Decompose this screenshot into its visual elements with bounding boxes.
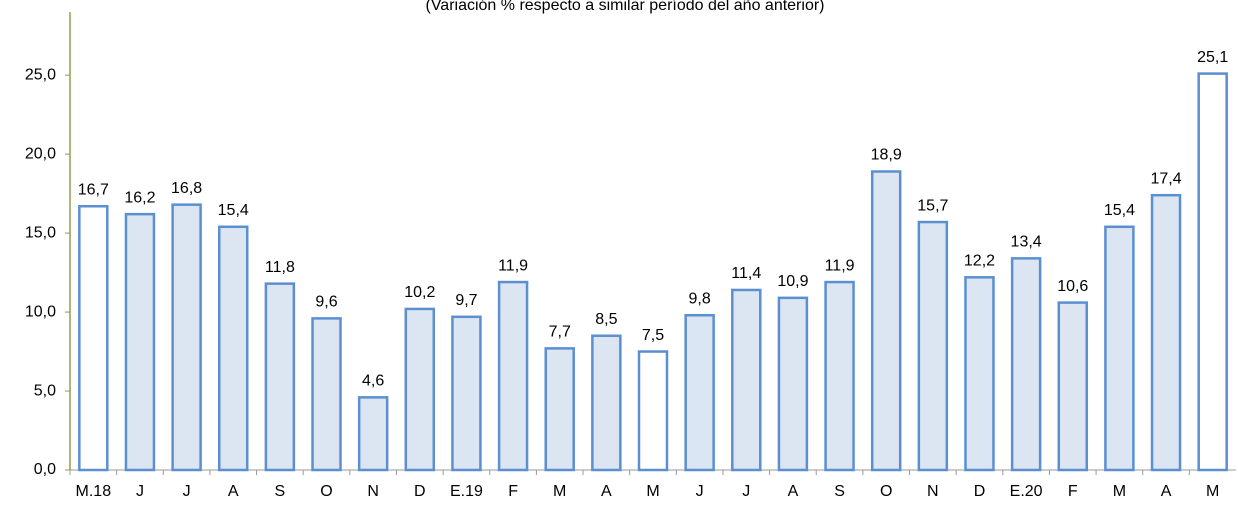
bar: [171, 203, 202, 472]
x-tick-label: D: [414, 483, 426, 500]
value-label: 11,9: [498, 257, 528, 274]
value-label: 10,6: [1057, 278, 1088, 295]
x-tick-label: M: [553, 483, 566, 500]
x-tick-label: F: [508, 483, 518, 500]
x-tick-label: M: [1113, 483, 1126, 500]
value-label: 11,9: [825, 257, 855, 274]
value-label: 25,1: [1197, 49, 1228, 66]
bar: [917, 220, 949, 472]
bar: [684, 313, 715, 472]
x-tick-label: A: [1161, 483, 1172, 500]
value-label: 15,4: [218, 202, 249, 219]
x-tick-label: N: [367, 483, 379, 500]
chart-subtitle: (Variación % respecto a similar período …: [425, 0, 824, 14]
bar: [1057, 301, 1089, 472]
value-label: 11,8: [265, 259, 295, 276]
x-tick-label: M: [646, 483, 659, 500]
bar: [731, 288, 762, 472]
bar: [124, 212, 156, 472]
y-tick-label: 20,0: [25, 145, 56, 162]
bar: [1197, 72, 1228, 472]
x-tick-label: S: [834, 483, 845, 500]
y-tick-label: 5,0: [34, 382, 56, 399]
bar: [497, 280, 529, 472]
x-tick-label: D: [974, 483, 986, 500]
y-tick-label: 25,0: [25, 66, 56, 83]
x-tick-label: J: [742, 483, 750, 500]
value-label: 16,8: [171, 180, 202, 197]
bar: [964, 276, 995, 472]
bar: [264, 282, 296, 472]
bar: [217, 225, 249, 472]
bar: [78, 205, 109, 472]
bar: [1150, 193, 1182, 472]
value-label: 16,2: [124, 189, 155, 206]
value-label: 10,2: [404, 284, 435, 301]
value-label: 9,7: [455, 292, 477, 309]
x-tick-label: A: [788, 483, 799, 500]
x-tick-label: J: [136, 483, 144, 500]
x-tick-label: A: [601, 483, 612, 500]
x-tick-label: E.19: [450, 483, 483, 500]
value-label: 7,7: [549, 324, 571, 341]
value-label: 12,2: [964, 253, 995, 270]
bar: [591, 334, 622, 472]
bar: [870, 170, 902, 472]
value-label: 15,4: [1104, 202, 1135, 219]
y-tick-label: 15,0: [25, 224, 56, 241]
x-tick-label: J: [183, 483, 191, 500]
bar: [357, 396, 389, 472]
x-tick-label: E.20: [1010, 483, 1043, 500]
y-tick-label: 0,0: [34, 461, 56, 478]
value-label: 10,9: [777, 273, 808, 290]
bar: [544, 347, 575, 472]
value-label: 13,4: [1011, 234, 1042, 251]
value-label: 18,9: [871, 147, 902, 164]
y-tick-label: 10,0: [25, 303, 56, 320]
value-label: 15,7: [917, 197, 948, 214]
bar: [311, 317, 342, 472]
x-tick-label: F: [1068, 483, 1078, 500]
bar: [777, 296, 809, 472]
bar: [404, 307, 436, 472]
x-tick-label: M.18: [76, 483, 112, 500]
value-label: 9,6: [315, 294, 337, 311]
x-tick-label: N: [927, 483, 939, 500]
value-label: 7,5: [642, 327, 664, 344]
value-label: 17,4: [1150, 170, 1181, 187]
value-label: 9,8: [689, 290, 711, 307]
x-tick-label: O: [320, 483, 332, 500]
bar: [637, 350, 669, 472]
x-tick-label: M: [1206, 483, 1219, 500]
value-label: 4,6: [362, 373, 384, 390]
bar: [824, 280, 855, 472]
x-tick-label: A: [228, 483, 239, 500]
bar: [1010, 257, 1042, 472]
value-label: 16,7: [78, 181, 109, 198]
bar: [451, 315, 482, 472]
x-tick-label: O: [880, 483, 892, 500]
value-label: 11,4: [731, 265, 761, 282]
bar: [1104, 225, 1135, 472]
x-tick-label: J: [696, 483, 704, 500]
x-tick-label: S: [275, 483, 286, 500]
value-label: 8,5: [595, 311, 617, 328]
